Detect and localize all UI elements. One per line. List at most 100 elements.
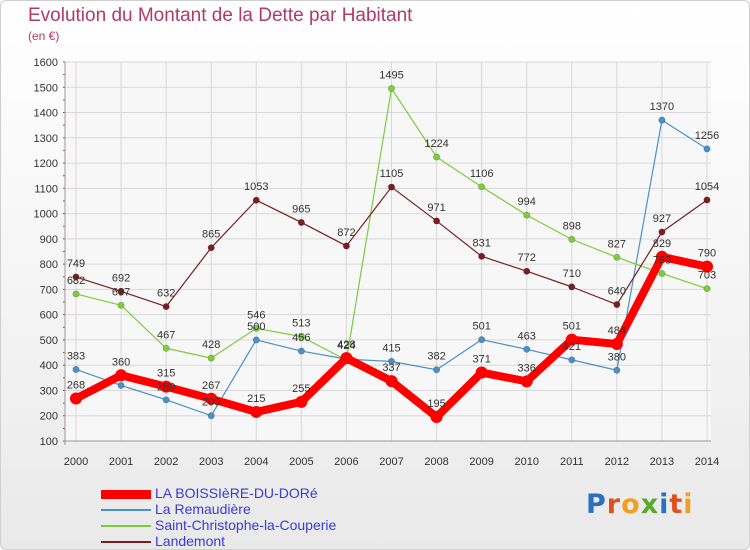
data-label: 382 — [427, 351, 445, 363]
logo-letter: i — [683, 489, 694, 520]
data-point — [117, 301, 125, 309]
data-label: 865 — [202, 229, 220, 241]
y-tick-label: 800 — [40, 259, 58, 271]
data-label: 463 — [518, 330, 536, 342]
data-label: 415 — [382, 342, 400, 354]
data-point — [478, 252, 486, 260]
data-label: 692 — [112, 272, 130, 284]
data-point — [385, 375, 398, 388]
y-tick-label: 1400 — [34, 108, 58, 120]
data-label: 1224 — [424, 138, 448, 150]
data-point — [430, 410, 443, 423]
data-point — [387, 183, 395, 191]
data-point — [703, 285, 711, 293]
data-label: 1495 — [379, 70, 403, 82]
x-tick-label: 2008 — [424, 456, 448, 468]
data-point — [523, 211, 531, 219]
logo-letter: t — [669, 489, 684, 520]
data-point — [613, 366, 621, 374]
data-label: 827 — [608, 238, 626, 250]
data-label: 1054 — [695, 181, 719, 193]
proxiti-logo: Proxiti — [586, 489, 694, 520]
y-tick-label: 1200 — [34, 158, 58, 170]
data-label: 710 — [563, 268, 581, 280]
y-tick-label: 500 — [40, 335, 58, 347]
data-point — [703, 145, 711, 153]
data-point — [205, 392, 218, 405]
data-point — [565, 333, 578, 346]
data-label: 640 — [608, 286, 626, 298]
data-label: 424 — [337, 340, 355, 352]
y-tick-label: 1500 — [34, 82, 58, 94]
data-point — [162, 303, 170, 311]
data-point — [162, 344, 170, 352]
data-label: 289 — [157, 382, 175, 394]
y-tick-label: 1600 — [34, 57, 58, 69]
data-point — [658, 228, 666, 236]
data-point — [117, 381, 125, 389]
x-tick-label: 2002 — [154, 456, 178, 468]
data-label: 790 — [698, 248, 716, 260]
data-point — [387, 357, 395, 365]
legend-label: La Remaudière — [155, 501, 251, 517]
data-label: 1106 — [470, 168, 494, 180]
data-label: 215 — [247, 393, 265, 405]
data-point — [701, 260, 713, 273]
x-tick-label: 2000 — [64, 456, 88, 468]
data-label: 500 — [247, 321, 265, 333]
logo-letter: P — [586, 489, 607, 520]
chart-title: Evolution du Montant de la Dette par Hab… — [28, 5, 413, 26]
x-tick-label: 2010 — [514, 456, 538, 468]
y-tick-label: 1000 — [34, 209, 58, 221]
data-point — [520, 375, 533, 388]
x-tick-label: 2014 — [695, 456, 719, 468]
data-label: 484 — [608, 325, 626, 337]
data-label: 546 — [247, 309, 265, 321]
x-tick-label: 2011 — [560, 456, 584, 468]
data-point — [387, 85, 395, 93]
data-point — [613, 301, 621, 309]
x-tick-label: 2006 — [334, 456, 358, 468]
legend-swatch — [101, 490, 151, 499]
data-point — [340, 352, 353, 365]
data-label: 971 — [427, 202, 445, 214]
data-point — [568, 235, 576, 243]
data-point — [252, 196, 260, 204]
data-point — [297, 333, 305, 341]
data-point — [568, 356, 576, 364]
data-label: 703 — [698, 270, 716, 282]
x-tick-label: 2001 — [109, 456, 133, 468]
y-tick-label: 300 — [40, 385, 58, 397]
data-label: 682 — [67, 275, 85, 287]
data-label: 428 — [202, 339, 220, 351]
data-point — [568, 283, 576, 291]
logo-letter: o — [621, 489, 641, 520]
data-label: 255 — [292, 383, 310, 395]
x-tick-label: 2004 — [244, 456, 268, 468]
data-label: 637 — [112, 286, 130, 298]
x-tick-label: 2012 — [605, 456, 629, 468]
legend-swatch — [101, 541, 151, 543]
chart-unit-label: (en €) — [28, 29, 60, 43]
data-point — [658, 269, 666, 277]
line-chart: 100 200 300 400 500 600 700 800 900 1000 1100 1200 1… — [34, 57, 720, 468]
data-label: 1256 — [695, 130, 719, 142]
data-point — [658, 116, 666, 124]
data-label: 383 — [67, 350, 85, 362]
legend-swatch — [101, 509, 151, 511]
y-tick-label: 1300 — [34, 133, 58, 145]
data-label: 467 — [157, 329, 175, 341]
y-tick-label: 200 — [40, 411, 58, 423]
data-label: 994 — [518, 196, 536, 208]
legend-label: LA BOISSIèRE-DU-DORé — [155, 485, 318, 501]
data-point — [70, 392, 82, 405]
data-label: 267 — [202, 380, 220, 392]
x-tick-label: 2013 — [650, 456, 674, 468]
data-point — [252, 336, 260, 344]
data-label: 337 — [382, 362, 400, 374]
legend-swatch — [101, 525, 151, 527]
data-label: 428 — [337, 339, 355, 351]
y-tick-label: 1100 — [34, 183, 58, 195]
logo-letter: r — [606, 489, 622, 520]
